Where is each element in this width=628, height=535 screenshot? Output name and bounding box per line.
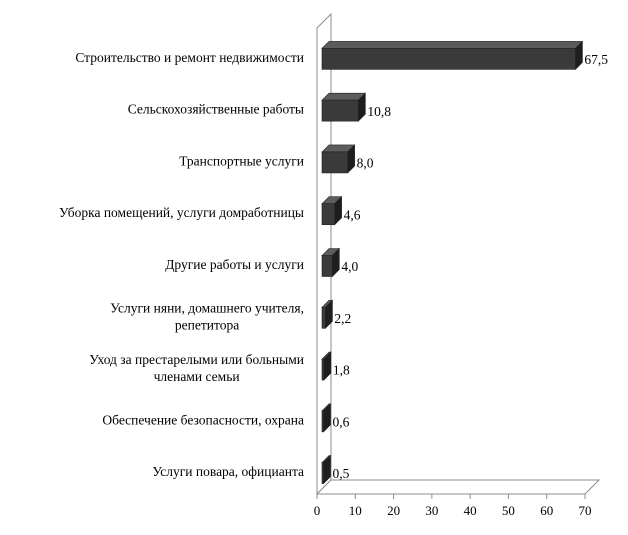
category-label-line: Уход за престарелыми или больными	[89, 352, 304, 367]
category-label-line: Строительство и ремонт недвижимости	[75, 50, 304, 65]
data-label: 4,0	[341, 259, 358, 274]
data-label: 0,5	[333, 466, 350, 481]
category-label: Сельскохозяйственные работы	[128, 102, 304, 117]
category-label-line: Сельскохозяйственные работы	[128, 102, 304, 117]
data-label: 0,6	[333, 414, 350, 429]
x-tick-label: 20	[387, 503, 400, 518]
category-label-line: репетитора	[175, 317, 239, 332]
bar-front-face	[321, 151, 348, 174]
category-label-line: Услуги повара, официанта	[152, 464, 304, 479]
bar-front-face	[321, 48, 576, 70]
bar	[321, 454, 332, 485]
category-label-line: Обеспечение безопасности, охрана	[102, 412, 304, 427]
bar	[321, 195, 343, 226]
bar-front-face	[321, 99, 359, 122]
bar-front-face	[321, 255, 333, 277]
category-label: Уход за престарелыми или больными членами…	[89, 352, 304, 384]
category-label: Обеспечение безопасности, охрана	[102, 412, 304, 427]
category-label: Строительство и ремонт недвижимости	[75, 50, 304, 65]
chart-walls	[315, 12, 601, 496]
bar	[321, 92, 367, 122]
bar-front-face	[321, 462, 324, 484]
bar-front-face	[321, 358, 325, 381]
data-label: 10,8	[367, 104, 391, 119]
category-label-line: Уборка помещений, услуги домработницы	[59, 205, 304, 220]
floor	[315, 479, 601, 495]
bar-front-face	[321, 410, 324, 433]
bar	[321, 299, 334, 330]
bar	[321, 351, 332, 381]
category-label: Услуги повара, официанта	[152, 464, 304, 479]
data-label: 2,2	[334, 311, 351, 326]
category-label: Услуги няни, домашнего учителя, репетитор…	[110, 300, 304, 332]
category-label-line: Другие работы и услуги	[165, 257, 304, 272]
x-tick-label: 40	[464, 503, 477, 518]
data-label: 8,0	[357, 156, 374, 171]
data-label: 1,8	[333, 363, 350, 378]
bar-top-face	[321, 92, 367, 101]
bar-front-face	[321, 203, 335, 226]
category-label: Другие работы и услуги	[165, 257, 304, 272]
data-label: 67,5	[584, 52, 608, 67]
bar	[321, 403, 332, 433]
x-tick-label: 0	[314, 503, 321, 518]
data-label: 4,6	[344, 207, 361, 222]
x-tick-label: 50	[502, 503, 515, 518]
bar-top-face	[321, 41, 584, 49]
category-label: Транспортные услуги	[179, 154, 304, 169]
category-label-line: Услуги няни, домашнего учителя,	[110, 300, 304, 315]
bar-front-face	[321, 306, 326, 329]
category-label: Уборка помещений, услуги домработницы	[59, 205, 304, 220]
bar	[321, 247, 341, 278]
category-label-line: членами семьи	[154, 369, 240, 384]
value-labels: 67,5 10,8 8,0 4,6 4,0 2,2 1,8 0,6 0,5	[333, 52, 609, 481]
x-tick-label: 10	[349, 503, 362, 518]
x-tick-label: 60	[540, 503, 553, 518]
x-tick-label: 70	[579, 503, 592, 518]
category-labels: Строительство и ремонт недвижимости Сельс…	[59, 50, 304, 479]
category-label-line: Транспортные услуги	[179, 154, 304, 169]
bar-series	[321, 40, 584, 485]
x-axis-ticks: 0 10 20 30 40 50 60 70	[314, 494, 592, 518]
bar	[321, 40, 584, 71]
x-tick-label: 30	[425, 503, 438, 518]
bar	[321, 144, 356, 174]
